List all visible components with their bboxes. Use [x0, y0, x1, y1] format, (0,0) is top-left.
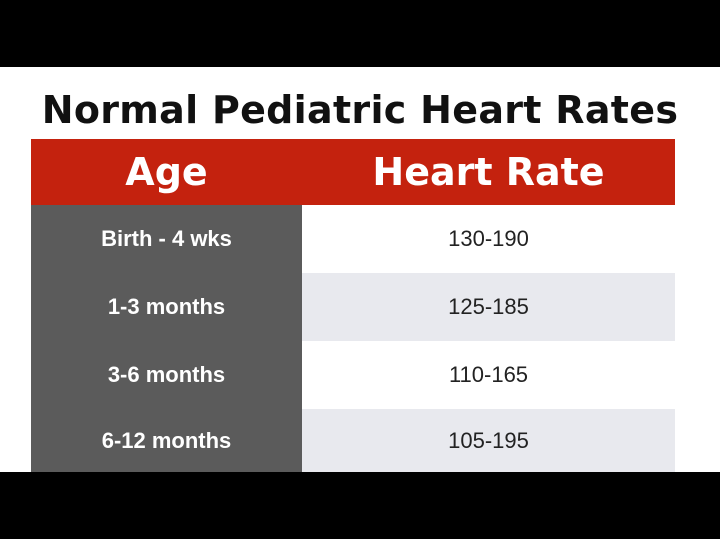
age-cell: Birth - 4 wks	[101, 226, 232, 251]
letterbox-bottom	[0, 472, 720, 539]
table-row: 1-3 months 125-185	[31, 273, 675, 341]
heart-rate-table: Age Heart Rate Birth - 4 wks 130-190 1-3…	[31, 139, 675, 472]
age-column-background	[31, 205, 302, 472]
slide-content: Normal Pediatric Heart Rates Age Heart R…	[0, 67, 720, 472]
heart-rate-cell: 130-190	[302, 205, 675, 273]
heart-rate-cell: 110-165	[302, 341, 675, 409]
age-cell: 1-3 months	[107, 294, 226, 319]
heart-rate-cell: 125-185	[302, 273, 675, 341]
heart-rate-cell: 105-195	[302, 409, 675, 472]
page-title: Normal Pediatric Heart Rates	[41, 88, 679, 132]
table-row: Birth - 4 wks 130-190	[31, 205, 675, 273]
age-cell: 3-6 months	[107, 362, 226, 387]
letterbox-top	[0, 0, 720, 67]
table-row: 6-12 months 105-195	[31, 409, 675, 472]
table-header: Age Heart Rate	[31, 139, 675, 205]
table-row: 3-6 months 110-165	[31, 341, 675, 409]
age-cell: 6-12 months	[101, 428, 232, 453]
column-header-heart-rate: Heart Rate	[372, 150, 605, 194]
column-header-age: Age	[125, 150, 208, 194]
